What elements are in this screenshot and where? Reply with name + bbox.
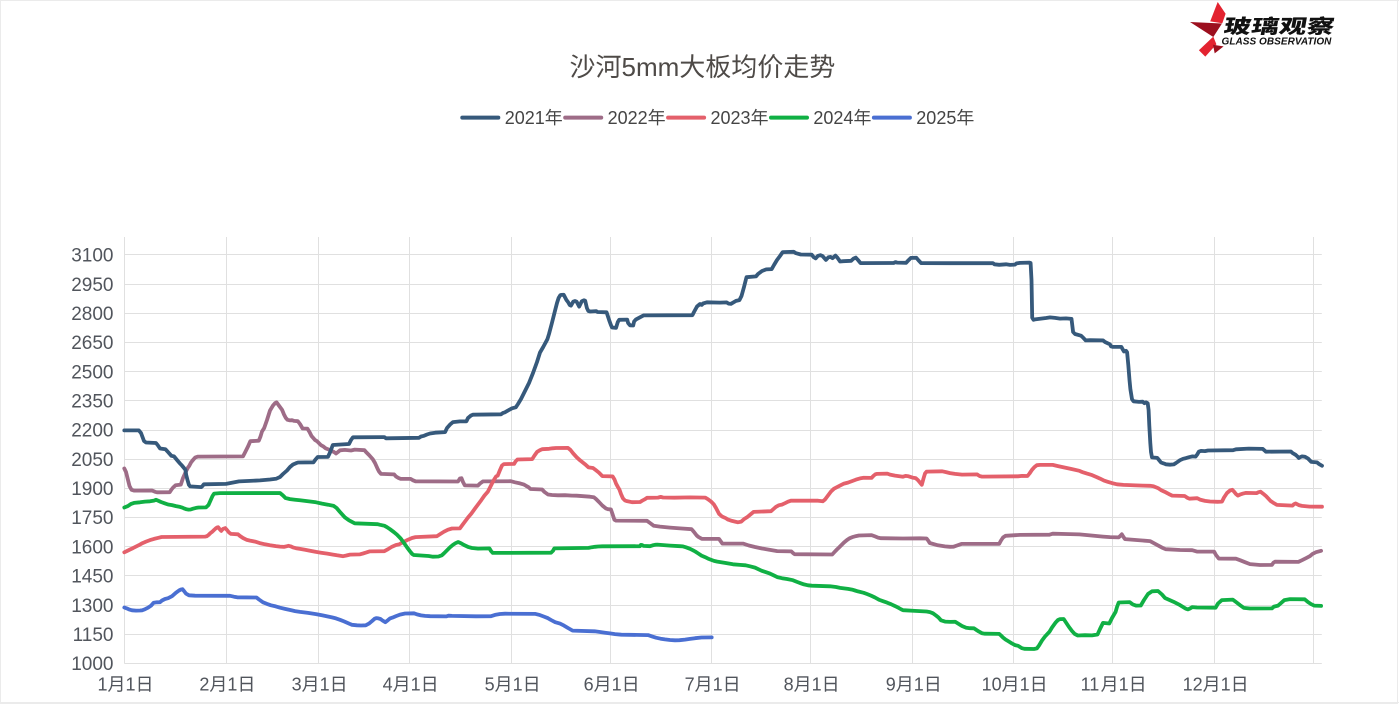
svg-text:8: 8 bbox=[784, 675, 794, 695]
svg-text:2500: 2500 bbox=[71, 362, 113, 383]
svg-text:1300: 1300 bbox=[71, 596, 113, 617]
svg-text:2024: 2024 bbox=[813, 108, 853, 128]
svg-text:1: 1 bbox=[98, 675, 108, 695]
svg-text:1600: 1600 bbox=[71, 537, 113, 558]
svg-text:1000: 1000 bbox=[71, 654, 113, 675]
svg-text:2950: 2950 bbox=[71, 275, 113, 296]
svg-text:11: 11 bbox=[1081, 675, 1100, 695]
svg-text:7: 7 bbox=[685, 675, 695, 695]
svg-text:1750: 1750 bbox=[71, 508, 113, 529]
svg-text:2021: 2021 bbox=[505, 108, 545, 128]
svg-text:2350: 2350 bbox=[71, 392, 113, 413]
svg-text:1900: 1900 bbox=[71, 479, 113, 500]
svg-text:1: 1 bbox=[320, 675, 330, 695]
svg-text:4: 4 bbox=[383, 675, 393, 695]
svg-text:3100: 3100 bbox=[71, 246, 113, 267]
svg-text:1: 1 bbox=[411, 675, 421, 695]
svg-text:9: 9 bbox=[886, 675, 896, 695]
svg-text:1: 1 bbox=[914, 675, 924, 695]
svg-text:2025: 2025 bbox=[916, 108, 956, 128]
svg-text:1: 1 bbox=[1020, 675, 1030, 695]
svg-text:5mm: 5mm bbox=[622, 52, 680, 82]
svg-text:1: 1 bbox=[1119, 675, 1129, 695]
svg-text:1150: 1150 bbox=[73, 625, 114, 646]
svg-text:1: 1 bbox=[1221, 675, 1231, 695]
svg-text:2022: 2022 bbox=[608, 108, 648, 128]
svg-text:5: 5 bbox=[485, 675, 495, 695]
svg-text:3: 3 bbox=[292, 675, 302, 695]
svg-text:1: 1 bbox=[713, 675, 723, 695]
svg-text:1: 1 bbox=[812, 675, 822, 695]
svg-text:12: 12 bbox=[1183, 675, 1203, 695]
svg-text:2050: 2050 bbox=[71, 450, 113, 471]
svg-text:6: 6 bbox=[584, 675, 594, 695]
svg-text:1: 1 bbox=[227, 675, 237, 695]
svg-text:GLASS OBSERVATION: GLASS OBSERVATION bbox=[1222, 36, 1333, 47]
svg-text:1: 1 bbox=[126, 675, 136, 695]
svg-text:1: 1 bbox=[612, 675, 622, 695]
svg-text:2: 2 bbox=[199, 675, 209, 695]
svg-text:2650: 2650 bbox=[71, 333, 113, 354]
svg-text:1: 1 bbox=[513, 675, 523, 695]
svg-text:2200: 2200 bbox=[71, 421, 113, 442]
svg-text:2800: 2800 bbox=[71, 304, 113, 325]
svg-text:10: 10 bbox=[982, 675, 1002, 695]
svg-text:2023: 2023 bbox=[711, 108, 751, 128]
svg-text:1450: 1450 bbox=[71, 567, 113, 588]
